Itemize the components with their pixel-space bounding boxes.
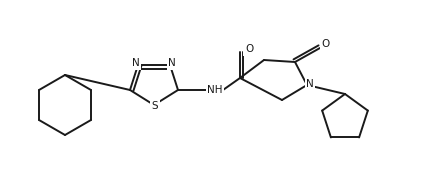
Text: O: O [245, 44, 253, 54]
Text: S: S [152, 101, 158, 111]
Text: O: O [322, 39, 330, 49]
Text: N: N [168, 58, 176, 68]
Text: NH: NH [207, 85, 223, 95]
Text: N: N [132, 58, 140, 68]
Text: N: N [306, 79, 314, 89]
